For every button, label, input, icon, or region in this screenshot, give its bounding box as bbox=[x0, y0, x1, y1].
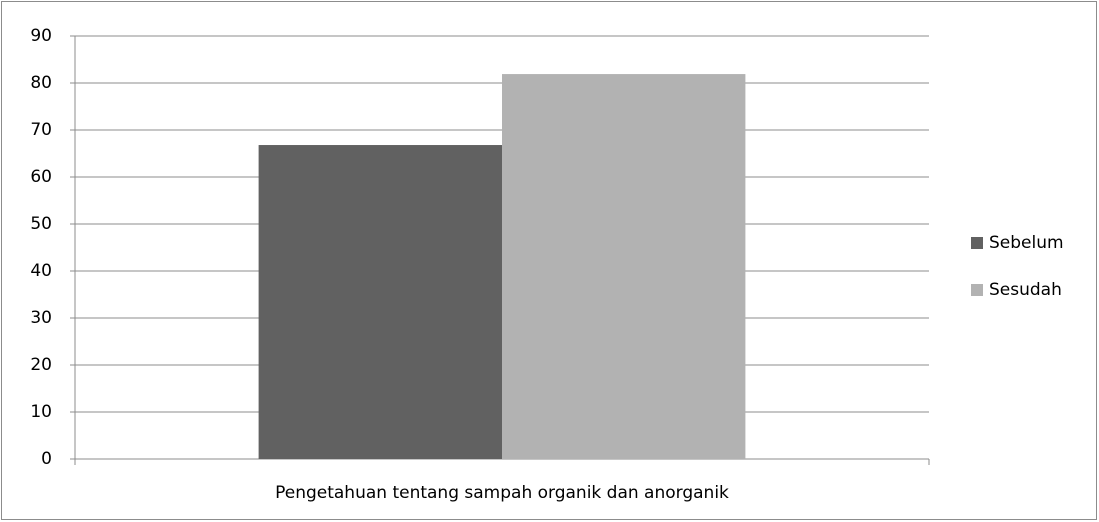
y-tick-label: 70 bbox=[30, 120, 52, 140]
y-tick-label: 50 bbox=[30, 214, 52, 234]
bar bbox=[502, 74, 746, 459]
y-tick-label: 90 bbox=[30, 26, 52, 46]
legend-label: Sebelum bbox=[989, 233, 1064, 253]
bar bbox=[258, 145, 502, 460]
legend-label: Sesudah bbox=[989, 280, 1062, 300]
legend-swatch bbox=[971, 284, 983, 296]
y-tick-label: 40 bbox=[30, 261, 52, 281]
legend-swatch bbox=[971, 237, 983, 249]
y-tick-label: 60 bbox=[30, 167, 52, 187]
x-tick-label: Pengetahuan tentang sampah organik dan a… bbox=[275, 483, 729, 503]
y-tick-label: 20 bbox=[30, 355, 52, 375]
y-tick-label: 10 bbox=[30, 402, 52, 422]
y-tick-label: 80 bbox=[30, 73, 52, 93]
y-tick-label: 0 bbox=[41, 449, 52, 469]
y-tick-label: 30 bbox=[30, 308, 52, 328]
